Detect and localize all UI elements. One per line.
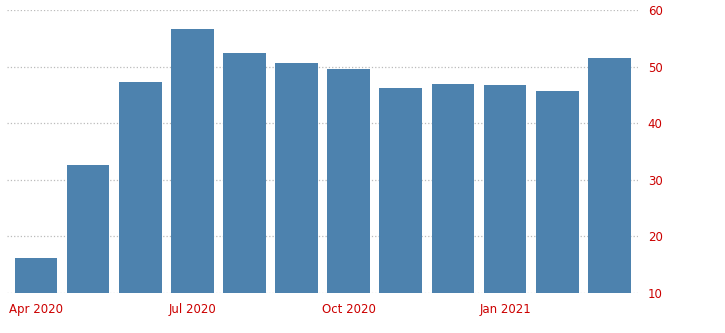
Bar <box>223 53 266 293</box>
Bar <box>379 88 422 293</box>
Bar <box>119 82 162 293</box>
Bar <box>14 258 57 293</box>
Bar <box>276 63 318 293</box>
Bar <box>171 29 214 293</box>
Bar <box>484 85 526 293</box>
Bar <box>431 84 474 293</box>
Bar <box>536 91 579 293</box>
Bar <box>67 165 109 293</box>
Bar <box>588 58 631 293</box>
Bar <box>327 70 370 293</box>
